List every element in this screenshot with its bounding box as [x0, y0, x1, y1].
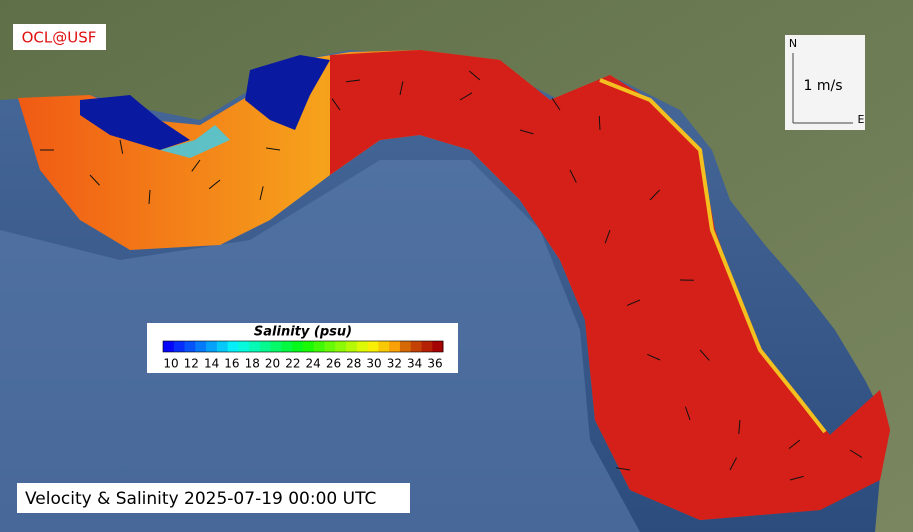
colorbar-segment — [432, 341, 444, 352]
north-label: N — [789, 37, 797, 50]
colorbar-tick-label: 24 — [306, 357, 321, 371]
colorbar-segment — [227, 341, 239, 352]
colorbar-segment — [173, 341, 186, 352]
colorbar-tick-label: 12 — [184, 357, 199, 371]
velocity-arrow — [346, 79, 361, 83]
colorbar-segment — [238, 341, 250, 352]
velocity-arrow — [788, 439, 801, 450]
velocity-arrow — [604, 229, 611, 244]
velocity-arrow — [259, 186, 264, 201]
colorbar-segment — [378, 341, 390, 352]
velocity-arrow — [468, 70, 481, 81]
east-label: E — [858, 113, 865, 126]
velocity-arrow — [119, 139, 124, 154]
colorbar-tick-label: 20 — [265, 357, 280, 371]
velocity-arrow — [647, 353, 661, 361]
velocity-arrow — [208, 179, 221, 190]
colorbar-segment — [184, 341, 196, 352]
velocity-arrow — [626, 299, 641, 306]
colorbar-tick-label: 30 — [366, 357, 381, 371]
velocity-arrow — [789, 475, 804, 481]
low-salinity-west — [80, 95, 190, 150]
colorbar-segment — [303, 341, 315, 352]
scale-label: 1 m/s — [803, 78, 842, 94]
colorbar-segment — [195, 341, 207, 352]
colorbar-tick-label: 16 — [224, 357, 239, 371]
colorbar-segment — [410, 341, 422, 352]
velocity-arrows — [40, 70, 863, 481]
logo: OCL@USF — [22, 29, 97, 47]
velocity-arrow — [598, 115, 601, 131]
colorbar-segment — [367, 341, 379, 352]
velocity-arrow — [459, 92, 473, 101]
colorbar-tick-label: 26 — [326, 357, 341, 371]
colorbar-segment — [421, 341, 433, 352]
colorbar-tick-label: 28 — [346, 357, 361, 371]
velocity-arrow — [569, 169, 577, 183]
velocity-arrow — [729, 457, 738, 471]
velocity-arrow — [616, 467, 631, 471]
colorbar-segment — [324, 341, 336, 352]
colorbar-tick-label: 32 — [387, 357, 402, 371]
colorbar-tick-label: 10 — [163, 357, 178, 371]
colorbar-segment — [281, 341, 293, 352]
colorbar-title: Salinity (psu) — [254, 325, 352, 340]
velocity-arrow — [266, 147, 281, 151]
colorbar-tick-label: 22 — [285, 357, 300, 371]
fresh-edge — [160, 125, 230, 158]
velocity-arrow — [699, 349, 710, 361]
colorbar-segment — [270, 341, 282, 352]
colorbar-segment — [399, 341, 412, 352]
velocity-arrow — [148, 189, 151, 205]
colorbar-segment — [356, 341, 369, 352]
velocity-arrow — [551, 98, 561, 111]
colorbar-tick-label: 14 — [204, 357, 219, 371]
colorbar-segment — [216, 341, 229, 352]
velocity-arrow — [519, 129, 534, 135]
colorbar-segment — [206, 341, 218, 352]
coast-edge — [599, 78, 827, 434]
velocity-arrow — [649, 189, 661, 201]
velocity-arrow — [191, 159, 201, 172]
caption: Velocity & Salinity 2025-07-19 00:00 UTC — [25, 489, 376, 509]
caption-box — [17, 483, 410, 513]
velocity-arrow — [331, 98, 341, 111]
logo-box — [13, 24, 106, 50]
colorbar-tick-label: 36 — [427, 357, 442, 371]
low-salinity-delta — [245, 55, 330, 130]
colorbar-tick-label: 34 — [407, 357, 422, 371]
velocity-arrow — [738, 419, 741, 434]
velocity-arrow — [684, 406, 691, 421]
colorbar-segment — [346, 341, 358, 352]
velocity-arrow — [399, 81, 404, 96]
salinity-field-east — [330, 50, 890, 520]
colorbar-tick-label: 18 — [245, 357, 260, 371]
colorbar-segment — [313, 341, 326, 352]
colorbar-segment — [249, 341, 261, 352]
colorbar-segment — [292, 341, 304, 352]
colorbar-frame — [162, 340, 444, 353]
colorbar-segment — [335, 341, 347, 352]
velocity-arrow — [89, 174, 100, 186]
colorbar-segment — [163, 341, 175, 352]
scale-box — [785, 35, 865, 130]
colorbar: 10 12 14 16 18 20 22 24 26 28 30 32 34 36 — [162, 340, 444, 371]
velocity-arrow — [849, 449, 863, 458]
colorbar-segment — [389, 341, 401, 352]
colorbar-segment — [259, 341, 272, 352]
